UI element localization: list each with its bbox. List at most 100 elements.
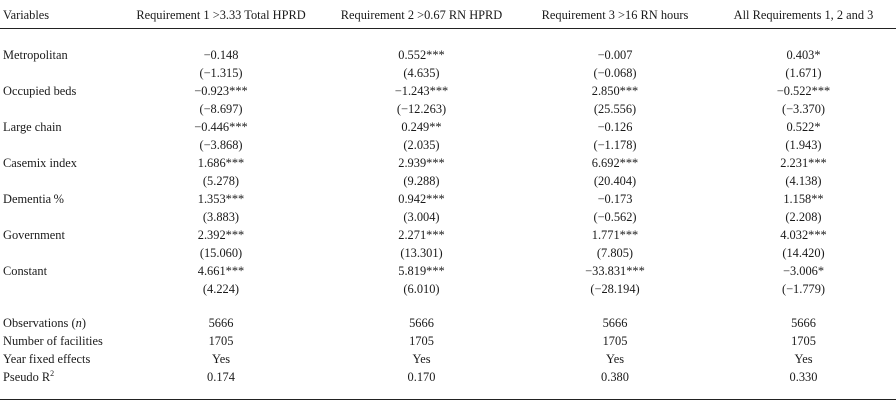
tstat-cell: (−1.779) — [781, 282, 826, 296]
coef-cell: 6.692*** — [591, 156, 639, 170]
tstat-cell: (−12.263) — [396, 102, 447, 116]
tstat-cell: (−3.868) — [199, 138, 243, 152]
table-header: Variables Requirement 1 >3.33 Total HPRD… — [0, 3, 896, 29]
tstat-row-casemix-index: (5.278) (9.288) (20.404) (4.138) — [0, 172, 896, 190]
tstat-cell: (−1.178) — [593, 138, 637, 152]
coef-cell: 0.942*** — [398, 192, 445, 206]
tstat-cell: (−0.562) — [593, 210, 637, 224]
coef-cell: 1.686*** — [197, 156, 245, 170]
tstat-row-occupied-beds: (−8.697) (−12.263) (25.556) (−3.370) — [0, 100, 896, 118]
tstat-row-constant: (4.224) (6.010) (−28.194) (−1.779) — [0, 280, 896, 298]
coef-row-occupied-beds: Occupied beds −0.923*** −1.243*** 2.850*… — [0, 82, 896, 100]
tstat-cell: (5.278) — [202, 174, 240, 188]
row-label: Large chain — [3, 120, 62, 134]
stat-row-facilities: Number of facilities 1705 1705 1705 1705 — [0, 332, 896, 350]
coef-cell: 1.353*** — [197, 192, 245, 206]
coef-cell: −0.446*** — [194, 120, 248, 134]
stat-cell: 5666 — [409, 316, 434, 330]
coef-row-metropolitan: Metropolitan −0.148 0.552*** −0.007 0.40… — [0, 46, 896, 64]
coef-cell: 2.231*** — [780, 156, 827, 170]
row-label: Constant — [3, 264, 48, 278]
tstat-cell: (1.943) — [785, 138, 822, 152]
tstat-cell: (3.883) — [202, 210, 240, 224]
stat-row-pseudo-r2: Pseudo R2 0.174 0.170 0.380 0.330 — [0, 368, 896, 386]
tstat-row-large-chain: (−3.868) (2.035) (−1.178) (1.943) — [0, 136, 896, 154]
tstat-cell: (4.224) — [202, 282, 240, 296]
stat-cell: 0.380 — [601, 370, 629, 384]
coef-cell: −0.522*** — [776, 84, 831, 98]
coef-cell: −0.148 — [203, 48, 239, 62]
tstat-cell: (−1.315) — [199, 66, 243, 80]
bottom-rule — [0, 399, 896, 400]
tstat-cell: (−0.068) — [593, 66, 637, 80]
stat-cell: 0.174 — [207, 370, 235, 384]
stat-cell: 1705 — [208, 334, 234, 348]
tstat-cell: (6.010) — [403, 282, 440, 296]
stat-cell: 5666 — [791, 316, 816, 330]
row-label: Year fixed effects — [3, 352, 91, 366]
coef-cell: −0.923*** — [194, 84, 248, 98]
header-requirement-3: Requirement 3 >16 RN hours — [541, 8, 689, 22]
coef-row-casemix-index: Casemix index 1.686*** 2.939*** 6.692***… — [0, 154, 896, 172]
coef-cell: 0.522* — [786, 120, 821, 134]
tstat-cell: (1.671) — [785, 66, 822, 80]
stat-cell: 1705 — [409, 334, 434, 348]
coef-cell: 2.392*** — [197, 228, 245, 242]
tstat-cell: (25.556) — [593, 102, 637, 116]
tstat-cell: (4.138) — [785, 174, 822, 188]
stat-cell: Yes — [794, 352, 813, 366]
tstat-cell: (13.301) — [400, 246, 443, 260]
coef-cell: −0.007 — [597, 48, 633, 62]
header-row: Variables Requirement 1 >3.33 Total HPRD… — [0, 3, 896, 29]
coef-cell: −0.173 — [597, 192, 633, 206]
coef-cell: 2.271*** — [398, 228, 445, 242]
coef-cell: 1.158** — [783, 192, 824, 206]
tstat-cell: (−3.370) — [781, 102, 826, 116]
tstat-cell: (2.208) — [785, 210, 822, 224]
tstat-cell: (−28.194) — [590, 282, 640, 296]
coef-row-constant: Constant 4.661*** 5.819*** −33.831*** −3… — [0, 262, 896, 280]
tstat-cell: (7.805) — [596, 246, 634, 260]
stat-cell: Yes — [211, 352, 231, 366]
tstat-cell: (9.288) — [403, 174, 440, 188]
tstat-row-government: (15.060) (13.301) (7.805) (14.420) — [0, 244, 896, 262]
header-variables: Variables — [3, 8, 50, 22]
row-label: Observations (n) — [3, 316, 86, 330]
stat-cell: 1705 — [602, 334, 628, 348]
coef-row-government: Government 2.392*** 2.271*** 1.771*** 4.… — [0, 226, 896, 244]
stat-cell: 0.170 — [407, 370, 436, 384]
row-label: Number of facilities — [3, 334, 103, 348]
coef-cell: 1.771*** — [591, 228, 639, 242]
coef-cell: −33.831*** — [585, 264, 645, 278]
coef-cell: 0.249** — [401, 120, 442, 134]
coef-row-large-chain: Large chain −0.446*** 0.249** −0.126 0.5… — [0, 118, 896, 136]
coef-cell: −1.243*** — [394, 84, 449, 98]
tstat-cell: (15.060) — [199, 246, 243, 260]
row-label: Metropolitan — [3, 48, 68, 62]
coef-row-dementia: Dementia % 1.353*** 0.942*** −0.173 1.15… — [0, 190, 896, 208]
tstat-cell: (20.404) — [593, 174, 637, 188]
tstat-row-metropolitan: (−1.315) (4.635) (−0.068) (1.671) — [0, 64, 896, 82]
coef-cell: 5.819*** — [398, 264, 445, 278]
coef-cell: −3.006* — [782, 264, 825, 278]
tstat-cell: (14.420) — [782, 246, 825, 260]
tstat-row-dementia: (3.883) (3.004) (−0.562) (2.208) — [0, 208, 896, 226]
coef-cell: 2.850*** — [591, 84, 639, 98]
tstat-cell: (3.004) — [403, 210, 440, 224]
table-body: Metropolitan −0.148 0.552*** −0.007 0.40… — [0, 29, 896, 387]
row-label: Dementia % — [3, 192, 64, 206]
coef-cell: 0.403* — [786, 48, 821, 62]
stat-cell: 5666 — [602, 316, 628, 330]
coef-cell: 4.661*** — [197, 264, 245, 278]
stat-cell: 0.330 — [789, 370, 818, 384]
coef-cell: 2.939*** — [398, 156, 445, 170]
spacer-row — [0, 298, 896, 314]
stat-cell: Yes — [605, 352, 625, 366]
stat-cell: 5666 — [208, 316, 234, 330]
header-requirement-1: Requirement 1 >3.33 Total HPRD — [136, 8, 306, 22]
tstat-cell: (4.635) — [403, 66, 440, 80]
regression-table: Variables Requirement 1 >3.33 Total HPRD… — [0, 3, 896, 386]
coef-cell: −0.126 — [597, 120, 633, 134]
coef-cell: 0.552*** — [398, 48, 445, 62]
stat-cell: Yes — [412, 352, 431, 366]
